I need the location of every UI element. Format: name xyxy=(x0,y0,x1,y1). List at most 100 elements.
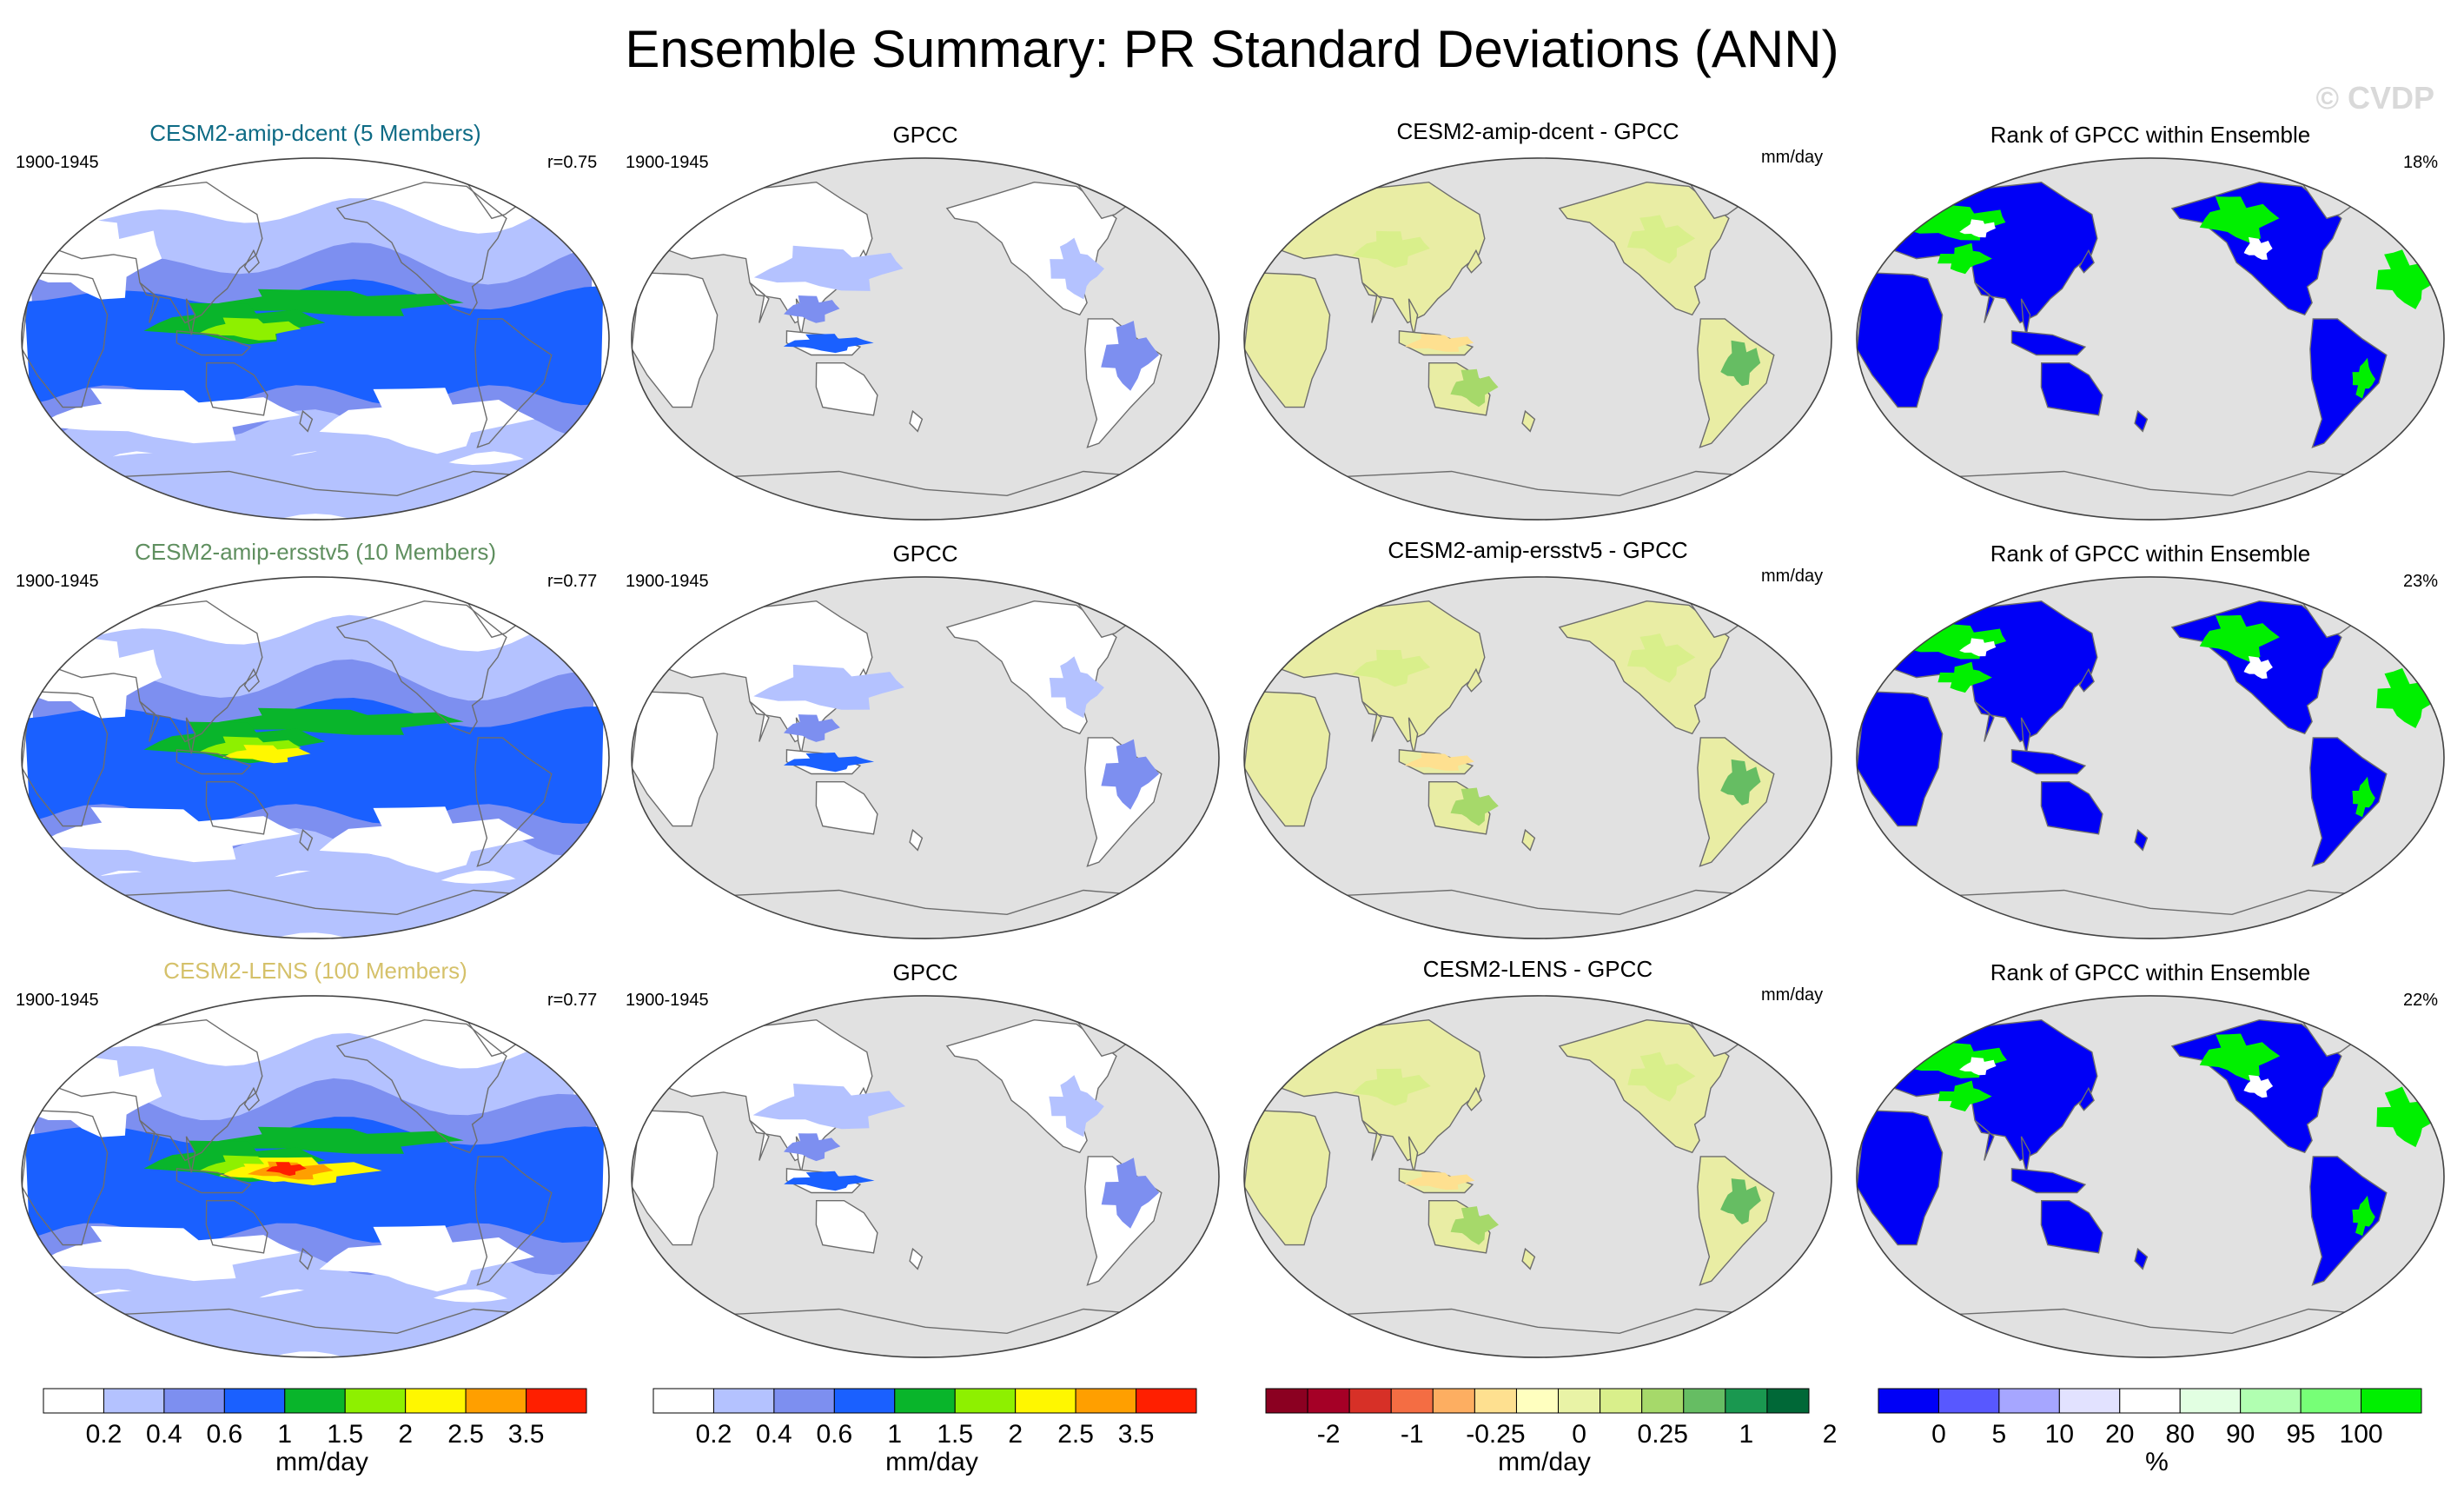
land-africa xyxy=(21,690,109,827)
field-contour xyxy=(319,806,535,873)
diff-title: CESM2-amip-dcent - GPCC xyxy=(1396,118,1679,144)
land-nz xyxy=(1521,409,1536,433)
land-samerica xyxy=(2309,737,2388,867)
field-contour xyxy=(195,707,464,735)
land-india xyxy=(139,1119,160,1161)
colorbar-swatch xyxy=(1432,1388,1475,1414)
land-samerica xyxy=(474,737,553,867)
land-australia xyxy=(205,1200,268,1254)
land-japan xyxy=(2078,667,2095,693)
colorbar-swatch xyxy=(1558,1388,1601,1414)
map-rank-row2 xyxy=(1856,576,2445,939)
pattern-correlation: r=0.75 xyxy=(547,153,598,172)
colorbar-tick-label: 2 xyxy=(398,1420,413,1449)
pattern-correlation: r=0.77 xyxy=(547,991,598,1010)
map-diff-row3 xyxy=(1243,995,1832,1358)
colorbar-swatch xyxy=(712,1388,775,1414)
colorbar-swatch xyxy=(526,1388,587,1414)
land-africa xyxy=(1243,1109,1331,1246)
land-australia xyxy=(205,781,268,835)
land-nz xyxy=(2134,1247,2149,1270)
land-samerica xyxy=(474,1156,553,1286)
land-india xyxy=(749,700,770,742)
land-india xyxy=(139,700,160,742)
colorbar-swatch xyxy=(2119,1388,2181,1414)
field-contour xyxy=(198,317,301,341)
colorbar-swatch xyxy=(1515,1388,1560,1414)
land-africa xyxy=(631,690,719,827)
field-contour xyxy=(26,636,162,719)
diff-unit: mm/day xyxy=(1761,985,1824,1005)
colorbar-swatch xyxy=(344,1388,407,1414)
map-obs-row3 xyxy=(631,995,1220,1358)
map-diff-row2 xyxy=(1243,576,1832,939)
colorbar-tick-label: 0.6 xyxy=(206,1420,242,1449)
period-label: 1900-1945 xyxy=(16,153,99,172)
land-india xyxy=(1361,282,1382,323)
colorbar-swatch xyxy=(894,1388,956,1414)
colorbar-tick-label: 2.5 xyxy=(1057,1420,1094,1449)
ensemble-title: CESM2-amip-dcent (5 Members) xyxy=(149,120,481,146)
land-indochina xyxy=(185,1136,196,1173)
land-africa xyxy=(21,271,109,408)
colorbar-tick-label: 1 xyxy=(887,1420,902,1449)
land-australia xyxy=(815,1200,878,1254)
land-nz xyxy=(2134,409,2149,433)
page-title: Ensemble Summary: PR Standard Deviations… xyxy=(625,20,1839,78)
colorbar-swatch xyxy=(1474,1388,1517,1414)
colorbar-unit: mm/day xyxy=(885,1448,978,1476)
field-contour xyxy=(26,217,162,300)
colorbar-unit: % xyxy=(2145,1448,2169,1476)
field-contour xyxy=(36,388,301,444)
colorbar-tick-label: 2 xyxy=(1823,1420,1838,1449)
colorbar-unit: mm/day xyxy=(275,1448,368,1476)
colorbar-4: 0 5 10 20 80 90 95 100% xyxy=(1878,1388,2422,1476)
land-indonesia xyxy=(176,749,252,775)
colorbar-swatch xyxy=(405,1388,467,1414)
land-nz xyxy=(909,409,924,433)
land-namerica xyxy=(1558,600,1730,735)
colorbar-tick-label: 10 xyxy=(2045,1420,2074,1449)
colorbar-tick-label: 3.5 xyxy=(1118,1420,1155,1449)
land-africa xyxy=(1856,1109,1944,1246)
map-obs-row1 xyxy=(631,157,1220,521)
colorbar-swatch xyxy=(2058,1388,2121,1414)
land-australia xyxy=(2040,362,2103,416)
rank-title: Rank of GPCC within Ensemble xyxy=(1990,122,2311,148)
map-ens-row3 xyxy=(21,995,610,1358)
colorbar-swatch xyxy=(1725,1388,1768,1414)
land-indonesia xyxy=(2010,749,2087,775)
land-nz xyxy=(299,409,314,433)
colorbar-swatch xyxy=(833,1388,896,1414)
land-nz xyxy=(1521,828,1536,852)
land-indochina xyxy=(185,298,196,335)
colorbar-tick-label: 90 xyxy=(2226,1420,2255,1449)
land-indonesia xyxy=(176,1168,252,1194)
colorbar-tick-label: 0.2 xyxy=(696,1420,732,1449)
watermark: © CVDP xyxy=(2315,80,2434,116)
colorbar-swatch xyxy=(1015,1388,1076,1414)
colorbar-swatch xyxy=(1600,1388,1643,1414)
field-contour xyxy=(36,1225,301,1282)
colorbar-3: -2 -1 -0.25 0 0.25 1 2 mm/day xyxy=(1265,1388,1838,1476)
land-samerica xyxy=(2309,1156,2388,1286)
land-asia xyxy=(48,600,263,743)
land-samerica xyxy=(474,318,553,448)
land-australia xyxy=(2040,781,2103,835)
colorbar-tick-label: 0 xyxy=(1572,1420,1586,1449)
land-japan xyxy=(1466,667,1482,693)
colorbar-swatch xyxy=(1390,1388,1434,1414)
colorbar-swatch xyxy=(2240,1388,2302,1414)
colorbar-swatch xyxy=(2361,1388,2422,1414)
colorbar-swatch xyxy=(2179,1388,2242,1414)
obs-period-label: 1900-1945 xyxy=(626,991,709,1010)
land-nz xyxy=(2134,828,2149,852)
land-australia xyxy=(2040,1200,2103,1254)
land-africa xyxy=(21,1109,109,1246)
land-japan xyxy=(243,667,260,693)
colorbar-tick-label: 1.5 xyxy=(937,1420,973,1449)
colorbar-swatch xyxy=(1998,1388,2060,1414)
rank-title: Rank of GPCC within Ensemble xyxy=(1990,541,2311,567)
obs-title: GPCC xyxy=(892,959,958,985)
colorbar-swatch xyxy=(223,1388,286,1414)
